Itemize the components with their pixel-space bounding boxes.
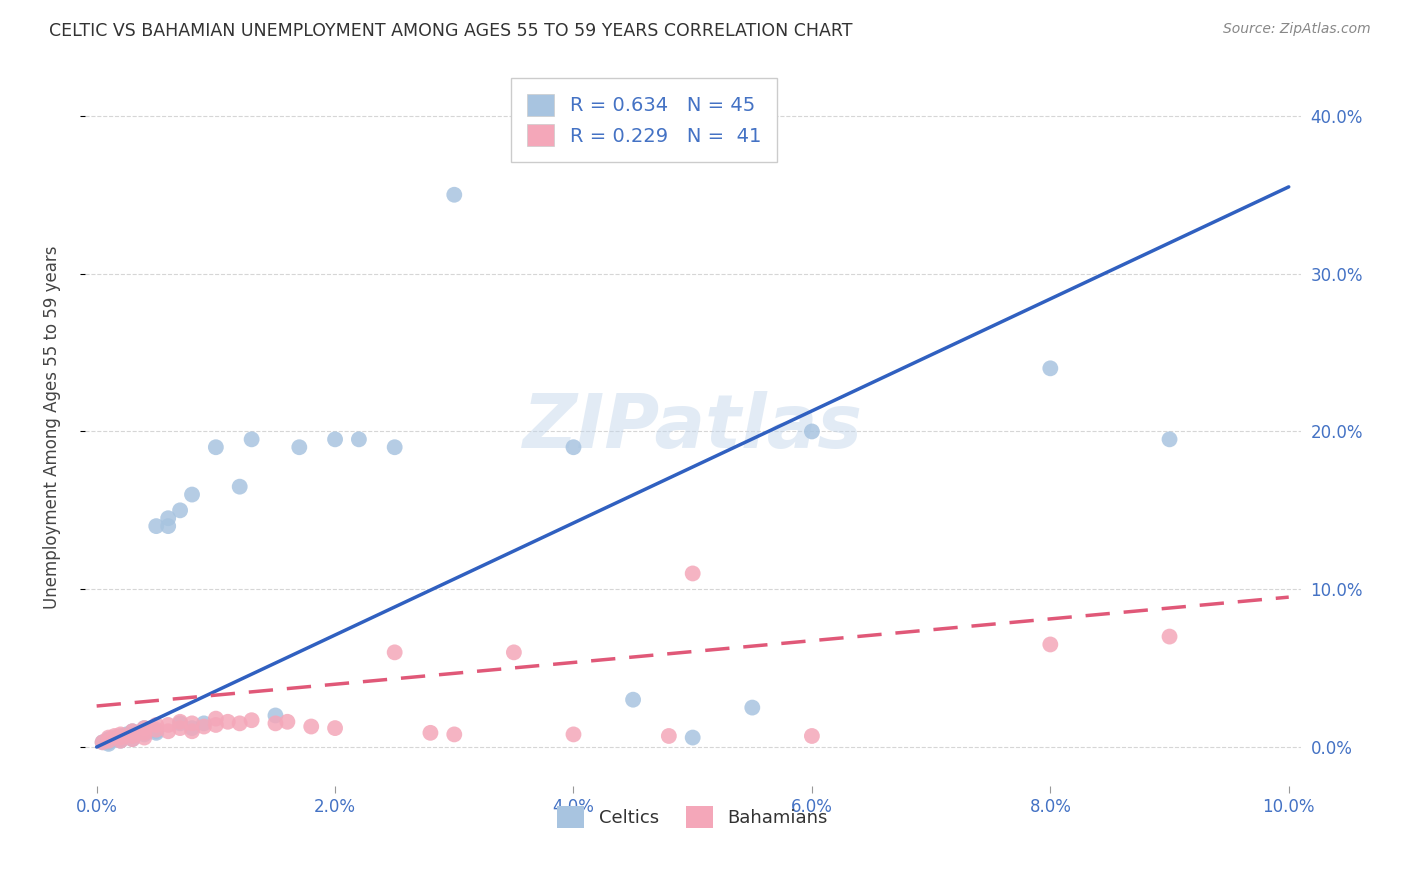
- Point: [264, 716, 287, 731]
- Point: [217, 714, 239, 729]
- Point: [103, 729, 125, 743]
- Point: [145, 724, 167, 739]
- Point: [240, 713, 263, 727]
- Point: [134, 721, 156, 735]
- Point: [181, 487, 204, 501]
- Point: [205, 718, 228, 732]
- Point: [682, 566, 704, 581]
- Point: [103, 732, 125, 747]
- Point: [323, 433, 346, 447]
- Point: [121, 732, 143, 747]
- Point: [121, 727, 143, 741]
- Point: [110, 733, 132, 747]
- Point: [347, 433, 370, 447]
- Y-axis label: Unemployment Among Ages 55 to 59 years: Unemployment Among Ages 55 to 59 years: [44, 246, 60, 609]
- Point: [181, 716, 204, 731]
- Point: [658, 729, 681, 743]
- Point: [205, 712, 228, 726]
- Point: [97, 732, 120, 747]
- Point: [323, 721, 346, 735]
- Point: [97, 735, 120, 749]
- Point: [97, 731, 120, 745]
- Point: [562, 727, 585, 741]
- Point: [134, 731, 156, 745]
- Point: [91, 735, 114, 749]
- Point: [419, 726, 441, 740]
- Point: [145, 519, 167, 533]
- Point: [800, 729, 823, 743]
- Point: [240, 433, 263, 447]
- Point: [157, 511, 180, 525]
- Point: [115, 729, 138, 743]
- Point: [276, 714, 298, 729]
- Point: [145, 723, 167, 737]
- Point: [562, 440, 585, 454]
- Point: [800, 425, 823, 439]
- Point: [121, 729, 143, 743]
- Point: [134, 721, 156, 735]
- Point: [181, 721, 204, 735]
- Point: [115, 727, 138, 741]
- Point: [1039, 637, 1062, 651]
- Point: [169, 716, 191, 731]
- Point: [134, 726, 156, 740]
- Point: [299, 719, 322, 733]
- Point: [110, 732, 132, 747]
- Point: [682, 731, 704, 745]
- Point: [145, 718, 167, 732]
- Point: [1159, 433, 1181, 447]
- Point: [97, 733, 120, 747]
- Point: [228, 480, 250, 494]
- Point: [110, 729, 132, 743]
- Point: [121, 732, 143, 747]
- Point: [288, 440, 311, 454]
- Text: Source: ZipAtlas.com: Source: ZipAtlas.com: [1223, 22, 1371, 37]
- Point: [443, 727, 465, 741]
- Point: [103, 731, 125, 745]
- Point: [205, 440, 228, 454]
- Point: [110, 727, 132, 741]
- Point: [157, 519, 180, 533]
- Point: [443, 187, 465, 202]
- Point: [121, 729, 143, 743]
- Point: [502, 645, 524, 659]
- Point: [134, 727, 156, 741]
- Point: [181, 724, 204, 739]
- Point: [110, 731, 132, 745]
- Point: [228, 716, 250, 731]
- Legend: Celtics, Bahamians: Celtics, Bahamians: [550, 798, 835, 835]
- Point: [384, 645, 406, 659]
- Text: CELTIC VS BAHAMIAN UNEMPLOYMENT AMONG AGES 55 TO 59 YEARS CORRELATION CHART: CELTIC VS BAHAMIAN UNEMPLOYMENT AMONG AG…: [49, 22, 852, 40]
- Point: [110, 733, 132, 747]
- Point: [134, 724, 156, 739]
- Point: [157, 718, 180, 732]
- Text: ZIPatlas: ZIPatlas: [523, 391, 863, 464]
- Point: [621, 692, 644, 706]
- Point: [97, 733, 120, 747]
- Point: [91, 735, 114, 749]
- Point: [193, 716, 215, 731]
- Point: [121, 724, 143, 739]
- Point: [169, 714, 191, 729]
- Point: [157, 724, 180, 739]
- Point: [97, 737, 120, 751]
- Point: [384, 440, 406, 454]
- Point: [121, 724, 143, 739]
- Point: [169, 721, 191, 735]
- Point: [1039, 361, 1062, 376]
- Point: [145, 726, 167, 740]
- Point: [741, 700, 763, 714]
- Point: [169, 503, 191, 517]
- Point: [193, 719, 215, 733]
- Point: [264, 708, 287, 723]
- Point: [1159, 630, 1181, 644]
